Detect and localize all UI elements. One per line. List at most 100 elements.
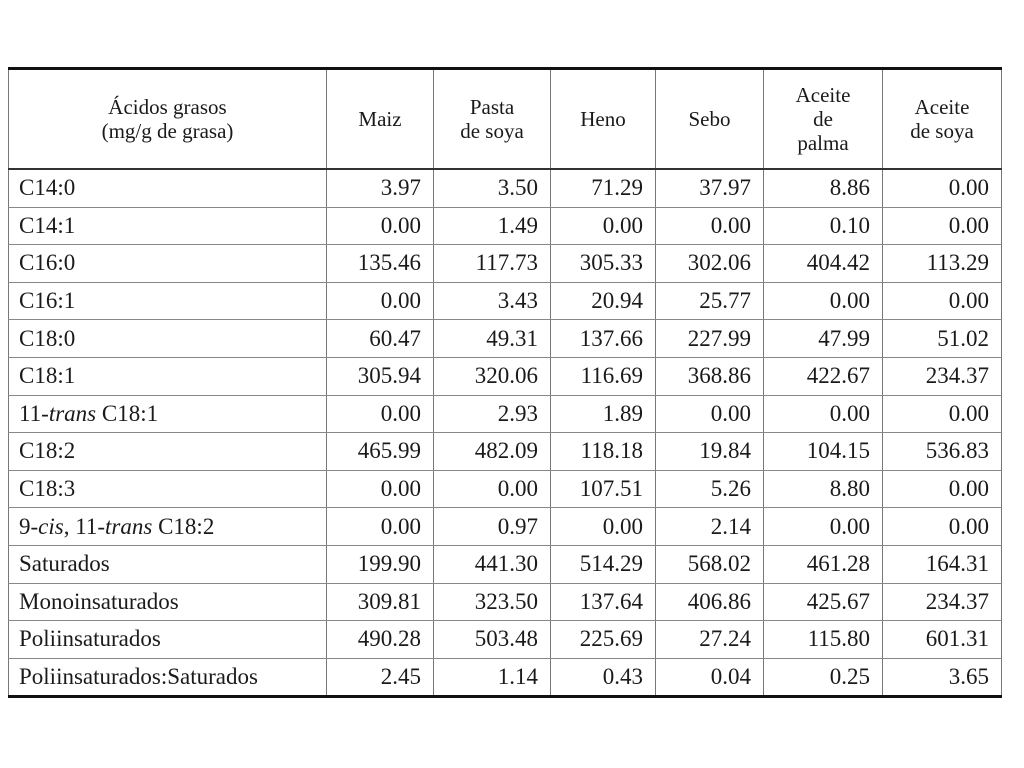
table-row: C18:0 60.47 49.31 137.66 227.99 47.99 51… (8, 319, 1002, 358)
table-row: C18:2 465.99 482.09 118.18 19.84 104.15 … (8, 432, 1002, 471)
cell-value: 514.29 (550, 545, 656, 584)
row-label-text: 11- (19, 400, 49, 426)
cell-value: 465.99 (326, 432, 434, 471)
row-label-text: C18:1 (19, 363, 76, 389)
header-maiz: Maiz (326, 68, 434, 170)
cell-value: 461.28 (763, 545, 883, 584)
cell-value: 60.47 (326, 319, 434, 358)
header-fatty-acids: Ácidos grasos (mg/g de grasa) (8, 68, 327, 170)
cell-value: 441.30 (433, 545, 551, 584)
header-line: Aceite (914, 95, 970, 119)
cell-value: 0.00 (655, 395, 764, 434)
cell-value: 305.94 (326, 357, 434, 396)
header-line: Pasta (469, 95, 515, 119)
cell-value: 309.81 (326, 583, 434, 622)
cell-value: 3.97 (326, 169, 434, 208)
cell-value: 0.00 (550, 507, 656, 546)
cell-value: 0.00 (763, 395, 883, 434)
header-line: Sebo (688, 107, 731, 131)
header-sebo: Sebo (655, 68, 764, 170)
row-label: C16:1 (8, 282, 327, 321)
table-row: C16:0 135.46 117.73 305.33 302.06 404.42… (8, 244, 1002, 283)
table-row: C16:1 0.00 3.43 20.94 25.77 0.00 0.00 (8, 282, 1002, 321)
cell-value: 406.86 (655, 583, 764, 622)
cell-value: 118.18 (550, 432, 656, 471)
cell-value: 0.97 (433, 507, 551, 546)
row-label-italic: trans (105, 513, 153, 539)
table-row: C18:3 0.00 0.00 107.51 5.26 8.80 0.00 (8, 470, 1002, 509)
cell-value: 47.99 (763, 319, 883, 358)
cell-value: 0.00 (655, 207, 764, 246)
header-line: Aceite (795, 83, 851, 107)
cell-value: 0.00 (882, 207, 1002, 246)
cell-value: 422.67 (763, 357, 883, 396)
row-label-text: C14:1 (19, 212, 76, 238)
cell-value: 0.00 (326, 282, 434, 321)
cell-value: 0.43 (550, 658, 656, 697)
row-label: C14:0 (8, 169, 327, 208)
cell-value: 0.25 (763, 658, 883, 697)
cell-value: 1.89 (550, 395, 656, 434)
row-label-text: C16:0 (19, 250, 76, 276)
cell-value: 25.77 (655, 282, 764, 321)
row-label: Monoinsaturados (8, 583, 327, 622)
row-label-text: C16:1 (19, 288, 76, 314)
row-label: 11-trans C18:1 (8, 395, 327, 434)
cell-value: 20.94 (550, 282, 656, 321)
row-label: C18:1 (8, 357, 327, 396)
row-label: C18:0 (8, 319, 327, 358)
table-row: Poliinsaturados:Saturados 2.45 1.14 0.43… (8, 658, 1002, 697)
cell-value: 0.00 (326, 470, 434, 509)
cell-value: 19.84 (655, 432, 764, 471)
table-row: Saturados 199.90 441.30 514.29 568.02 46… (8, 545, 1002, 584)
row-label-text: Saturados (19, 551, 110, 577)
row-label-text: Poliinsaturados (19, 626, 161, 652)
row-label: 9-cis, 11-trans C18:2 (8, 507, 327, 546)
cell-value: 199.90 (326, 545, 434, 584)
cell-value: 135.46 (326, 244, 434, 283)
cell-value: 27.24 (655, 620, 764, 659)
row-label-text: Poliinsaturados:Saturados (19, 664, 258, 690)
header-line: (mg/g de grasa) (101, 119, 234, 143)
cell-value: 320.06 (433, 357, 551, 396)
cell-value: 37.97 (655, 169, 764, 208)
row-label: Poliinsaturados (8, 620, 327, 659)
cell-value: 225.69 (550, 620, 656, 659)
cell-value: 368.86 (655, 357, 764, 396)
cell-value: 3.43 (433, 282, 551, 321)
cell-value: 503.48 (433, 620, 551, 659)
row-label-italic: trans (48, 400, 97, 426)
cell-value: 234.37 (882, 357, 1002, 396)
cell-value: 115.80 (763, 620, 883, 659)
cell-value: 227.99 (655, 319, 764, 358)
cell-value: 425.67 (763, 583, 883, 622)
table-row: 9-cis, 11-trans C18:2 0.00 0.97 0.00 2.1… (8, 507, 1002, 546)
cell-value: 8.86 (763, 169, 883, 208)
cell-value: 137.66 (550, 319, 656, 358)
cell-value: 0.00 (763, 507, 883, 546)
cell-value: 104.15 (763, 432, 883, 471)
cell-value: 0.00 (326, 207, 434, 246)
row-label-text: 9- (19, 513, 39, 539)
cell-value: 107.51 (550, 470, 656, 509)
table-row: C14:0 3.97 3.50 71.29 37.97 8.86 0.00 (8, 169, 1002, 208)
header-line: de (813, 107, 833, 131)
cell-value: 2.45 (326, 658, 434, 697)
header-aceite-de-soya: Aceite de soya (882, 68, 1002, 170)
table-row: Monoinsaturados 309.81 323.50 137.64 406… (8, 583, 1002, 622)
cell-value: 8.80 (763, 470, 883, 509)
cell-value: 2.14 (655, 507, 764, 546)
row-label: C18:3 (8, 470, 327, 509)
cell-value: 1.49 (433, 207, 551, 246)
header-heno: Heno (550, 68, 656, 170)
cell-value: 2.93 (433, 395, 551, 434)
row-label: Poliinsaturados:Saturados (8, 658, 327, 697)
cell-value: 164.31 (882, 545, 1002, 584)
cell-value: 305.33 (550, 244, 656, 283)
cell-value: 0.10 (763, 207, 883, 246)
cell-value: 113.29 (882, 244, 1002, 283)
fatty-acids-table: Ácidos grasos (mg/g de grasa) Maiz Pasta… (8, 67, 1002, 699)
row-label-text: C18:1 (96, 400, 159, 426)
cell-value: 0.00 (882, 395, 1002, 434)
table-row: Poliinsaturados 490.28 503.48 225.69 27.… (8, 620, 1002, 659)
